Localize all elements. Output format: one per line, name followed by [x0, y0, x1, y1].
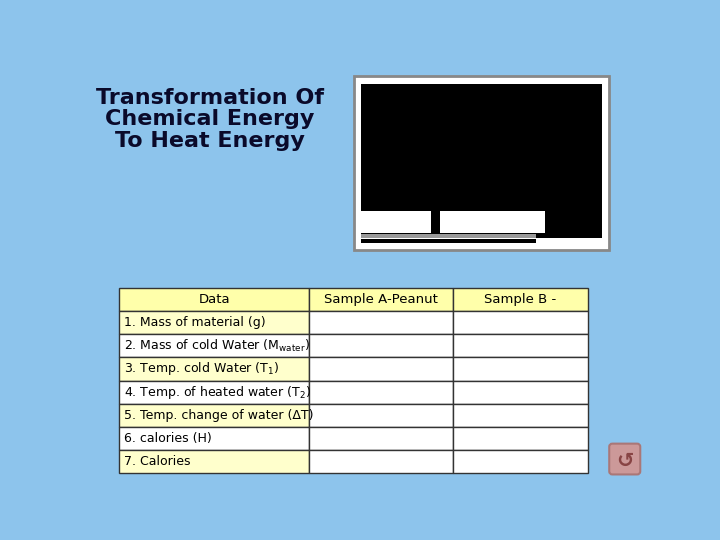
Bar [310, 450, 453, 473]
Bar [453, 334, 588, 357]
Bar [120, 427, 310, 450]
Text: To Heat Energy: To Heat Energy [115, 131, 305, 151]
Bar [453, 357, 588, 381]
Text: 2. Mass of cold Water (M$_\mathregular{water}$): 2. Mass of cold Water (M$_\mathregular{w… [124, 338, 310, 354]
Bar [120, 403, 310, 427]
Text: 6. calories (H): 6. calories (H) [124, 432, 212, 445]
Bar [310, 381, 453, 403]
Bar [310, 334, 453, 357]
Bar [453, 450, 588, 473]
Bar [354, 76, 609, 249]
Bar [120, 450, 310, 473]
Bar [361, 209, 601, 238]
Bar [310, 403, 453, 427]
Text: 1. Mass of material (g): 1. Mass of material (g) [124, 316, 266, 329]
Text: Sample B -: Sample B - [485, 293, 557, 306]
FancyBboxPatch shape [609, 444, 640, 475]
Bar [453, 288, 588, 311]
Text: 3. Temp. cold Water (T$_\mathregular{1}$): 3. Temp. cold Water (T$_\mathregular{1}$… [124, 361, 279, 377]
Bar [310, 357, 453, 381]
Bar [453, 311, 588, 334]
Bar [310, 288, 453, 311]
Bar [120, 381, 310, 403]
Bar [120, 334, 310, 357]
Text: 5. Temp. change of water (ΔT): 5. Temp. change of water (ΔT) [124, 409, 314, 422]
Text: 4. Temp. of heated water (T$_\mathregular{2}$): 4. Temp. of heated water (T$_\mathregula… [124, 383, 311, 401]
Bar [120, 357, 310, 381]
Bar [453, 403, 588, 427]
Bar [361, 84, 601, 209]
Bar [453, 427, 588, 450]
Text: Data: Data [199, 293, 230, 306]
Bar [361, 239, 536, 244]
Bar [361, 211, 431, 233]
Bar [453, 381, 588, 403]
Text: Sample A-Peanut: Sample A-Peanut [324, 293, 438, 306]
Text: Chemical Energy: Chemical Energy [105, 110, 315, 130]
Bar [310, 427, 453, 450]
Bar [120, 288, 310, 311]
Text: 7. Calories: 7. Calories [124, 455, 191, 468]
Bar [361, 234, 536, 238]
Bar [120, 311, 310, 334]
Bar [441, 211, 545, 233]
Text: ↺: ↺ [616, 450, 634, 470]
Text: Transformation Of: Transformation Of [96, 88, 324, 108]
Bar [310, 311, 453, 334]
